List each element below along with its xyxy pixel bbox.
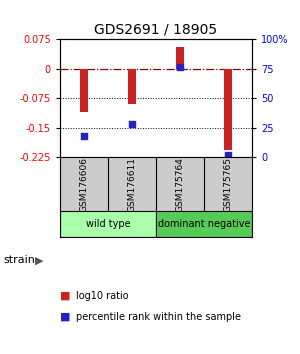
- Text: ▶: ▶: [34, 255, 43, 265]
- Bar: [224, 69, 232, 149]
- Text: GSM175764: GSM175764: [176, 157, 184, 212]
- Bar: [176, 47, 184, 69]
- Bar: [60, 211, 156, 237]
- Bar: [80, 69, 88, 112]
- Text: ■: ■: [60, 312, 70, 322]
- Point: [82, 133, 86, 139]
- Text: GSM175765: GSM175765: [224, 157, 232, 212]
- Title: GDS2691 / 18905: GDS2691 / 18905: [94, 22, 218, 36]
- Text: dominant negative: dominant negative: [158, 219, 250, 229]
- Point: [178, 64, 182, 70]
- Point: [226, 152, 230, 158]
- Bar: [156, 211, 252, 237]
- Text: GSM176606: GSM176606: [80, 157, 88, 212]
- Text: wild type: wild type: [86, 219, 130, 229]
- Text: ■: ■: [60, 291, 70, 301]
- Point: [130, 121, 134, 127]
- Text: percentile rank within the sample: percentile rank within the sample: [76, 312, 242, 322]
- Text: GSM176611: GSM176611: [128, 157, 136, 212]
- Text: log10 ratio: log10 ratio: [76, 291, 129, 301]
- Bar: [128, 69, 136, 104]
- Text: strain: strain: [3, 255, 35, 265]
